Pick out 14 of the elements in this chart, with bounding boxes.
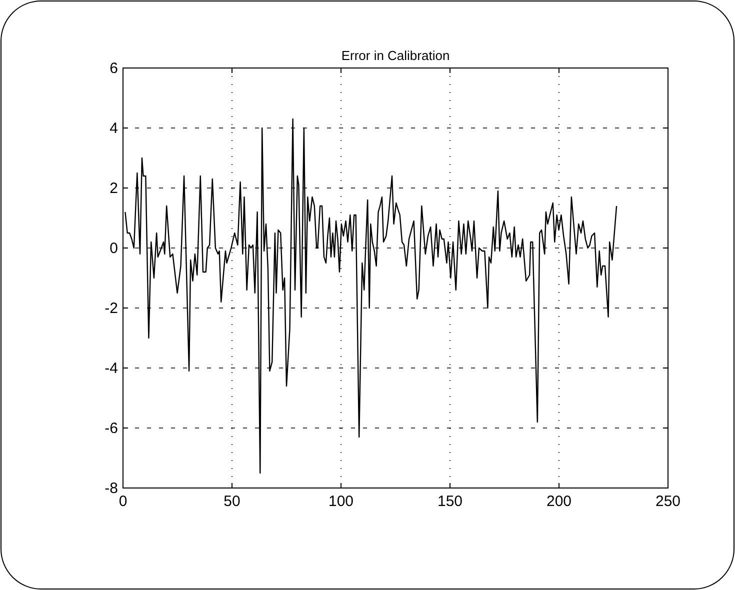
chart-title: Error in Calibration (341, 48, 450, 63)
x-tick-label: 150 (437, 493, 463, 510)
y-tick-label: -8 (104, 480, 118, 497)
y-tick-label: -2 (104, 300, 118, 317)
y-tick-label: 2 (110, 180, 118, 197)
x-tick-label: 200 (546, 493, 572, 510)
y-tick-label: -4 (104, 360, 118, 377)
y-tick-label: 6 (110, 60, 118, 77)
y-tick-label: -6 (104, 420, 118, 437)
x-tick-label: 250 (655, 493, 681, 510)
x-tick-label: 100 (328, 493, 354, 510)
y-tick-label: 4 (110, 120, 118, 137)
y-tick-label: 0 (110, 240, 118, 257)
x-tick-label: 50 (224, 493, 240, 510)
